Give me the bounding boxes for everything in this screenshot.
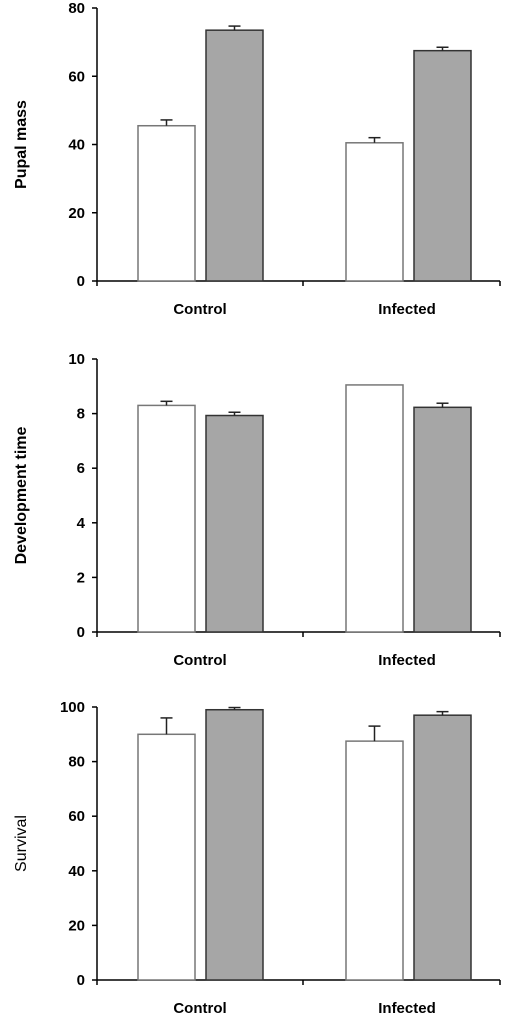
chart-panel-2: 0 2 4 6 8 10 Control Infected Development time [13, 351, 501, 669]
bar [345, 740, 404, 981]
chart-panel-3: 0 20 40 60 80 100 Control Infected Survival [13, 699, 501, 1017]
bar [205, 414, 264, 633]
bar [345, 384, 404, 633]
y-tick-label: 8 [77, 406, 85, 423]
category-label: Infected [378, 1000, 436, 1017]
y-tick-label: 4 [77, 515, 86, 532]
y-axis-label: Development time [13, 426, 30, 564]
bar [137, 404, 196, 633]
bar [137, 124, 196, 282]
y-tick-label: 0 [77, 624, 85, 641]
y-tick-label: 80 [68, 754, 85, 771]
y-tick-label: 2 [77, 569, 85, 586]
y-tick-label: 60 [68, 808, 85, 825]
bar [413, 406, 472, 633]
bar [413, 714, 472, 981]
bar [137, 733, 196, 981]
category-label: Control [173, 652, 226, 669]
y-tick-label: 60 [68, 68, 85, 85]
y-axis-label: Pupal mass [13, 100, 30, 189]
y-tick-label: 40 [68, 137, 85, 154]
bar [205, 708, 264, 981]
y-tick-label: 20 [68, 205, 85, 222]
y-tick-label: 0 [77, 972, 85, 989]
y-axis-label: Survival [13, 815, 30, 872]
category-label: Infected [378, 301, 436, 318]
category-label: Control [173, 301, 226, 318]
y-tick-label: 80 [68, 0, 85, 17]
y-tick-label: 20 [68, 917, 85, 934]
y-tick-label: 100 [60, 699, 85, 716]
bar [205, 29, 264, 282]
bar [345, 142, 404, 282]
y-tick-label: 10 [68, 351, 85, 368]
category-label: Control [173, 1000, 226, 1017]
y-tick-label: 40 [68, 863, 85, 880]
category-label: Infected [378, 652, 436, 669]
y-tick-label: 0 [77, 273, 85, 290]
bar [413, 49, 472, 282]
chart-panel-1: 0 20 40 60 80 Control Infected Pupal mass [13, 0, 501, 318]
y-tick-label: 6 [77, 460, 85, 477]
